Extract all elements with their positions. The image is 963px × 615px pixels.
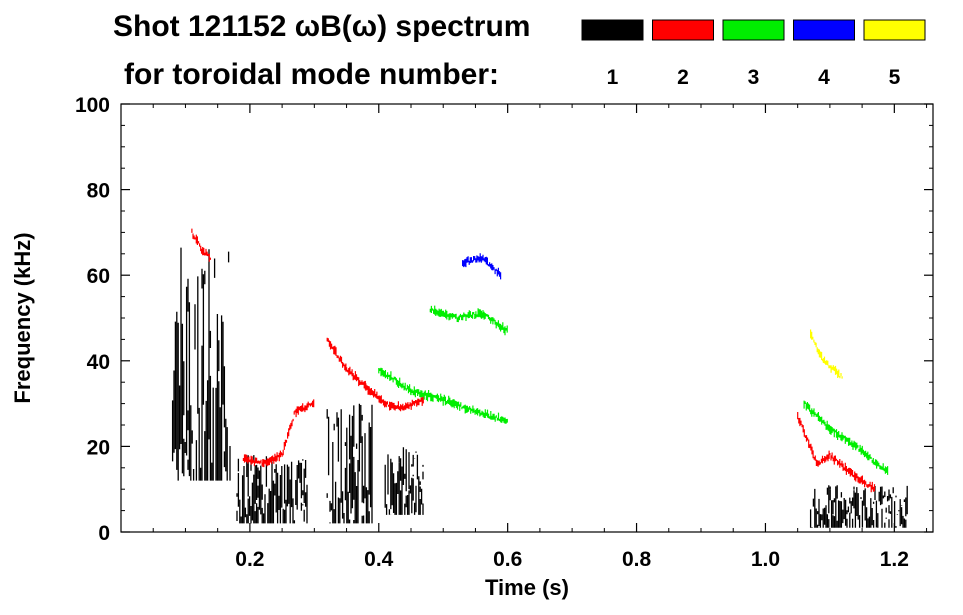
y-tick-label: 0 (98, 522, 110, 545)
spectral-band-mode-1 (809, 485, 908, 528)
mode-trace-3 (378, 367, 508, 424)
spectral-band-mode-1 (384, 447, 424, 515)
series-mode3-10 (429, 305, 508, 336)
mode-trace-5 (810, 329, 843, 379)
series-mode2-7 (191, 228, 211, 262)
spectral-band-mode-1 (326, 403, 373, 524)
x-tick-label: 0.8 (622, 548, 652, 571)
legend: 1 2 3 4 5 (581, 19, 926, 89)
x-axis-label: Time (s) (485, 575, 569, 600)
series-mode2-8 (797, 412, 876, 493)
y-tick-label: 40 (87, 351, 110, 374)
series-mode5-13 (810, 329, 843, 379)
mode-trace-3 (429, 305, 508, 336)
mode-trace-4 (462, 253, 502, 280)
mode-trace-2 (797, 412, 876, 493)
legend-swatch-mode-5 (863, 19, 926, 41)
x-tick-label: 1.2 (880, 548, 909, 571)
legend-swatch-mode-1 (581, 19, 644, 41)
legend-label-mode-1: 1 (607, 66, 619, 89)
legend-label-mode-5: 5 (889, 66, 901, 89)
legend-swatch-mode-4 (793, 19, 855, 41)
series-mode1-4 (809, 485, 908, 528)
legend-swatch-mode-2 (652, 19, 714, 41)
y-axis-label: Frequency (kHz) (10, 232, 35, 403)
series-mode2-6 (326, 337, 424, 412)
x-tick-label: 1.0 (751, 548, 780, 571)
mode-trace-2 (242, 399, 315, 468)
chart-title: Shot 121152 ωB(ω) spectrum (113, 10, 530, 43)
x-tick-label: 0.6 (493, 548, 522, 571)
series-mode3-9 (378, 367, 508, 424)
series-mode1-1 (236, 455, 308, 524)
mode-trace-2 (191, 228, 211, 262)
legend-label-mode-3: 3 (748, 66, 760, 89)
legend-label-mode-4: 4 (818, 66, 830, 89)
series-mode1-0 (171, 247, 231, 481)
x-tick-label: 0.2 (235, 548, 264, 571)
series-mode1-2 (326, 403, 373, 524)
series-mode4-12 (462, 253, 502, 280)
series-mode2-5 (242, 399, 315, 468)
mode-trace-2 (326, 337, 424, 412)
series-mode3-11 (803, 400, 889, 475)
mode-trace-3 (803, 400, 889, 475)
spectral-band-mode-1 (171, 247, 231, 481)
y-tick-label: 20 (87, 436, 110, 459)
legend-swatch-mode-3 (722, 19, 785, 41)
chart-subtitle: for toroidal mode number: (124, 58, 499, 91)
spectral-band-mode-1 (236, 455, 308, 524)
x-tick-label: 0.4 (364, 548, 394, 571)
y-tick-label: 60 (87, 265, 110, 288)
series-mode1-3 (384, 447, 424, 515)
legend-label-mode-2: 2 (677, 66, 689, 89)
plot-frame (120, 103, 934, 533)
axes: 0.2 0.4 0.6 0.8 1.0 1.2 0 20 40 60 80 100 (75, 94, 933, 571)
plot-area (171, 228, 908, 528)
y-tick-label: 100 (75, 94, 110, 117)
y-tick-label: 80 (87, 180, 110, 203)
